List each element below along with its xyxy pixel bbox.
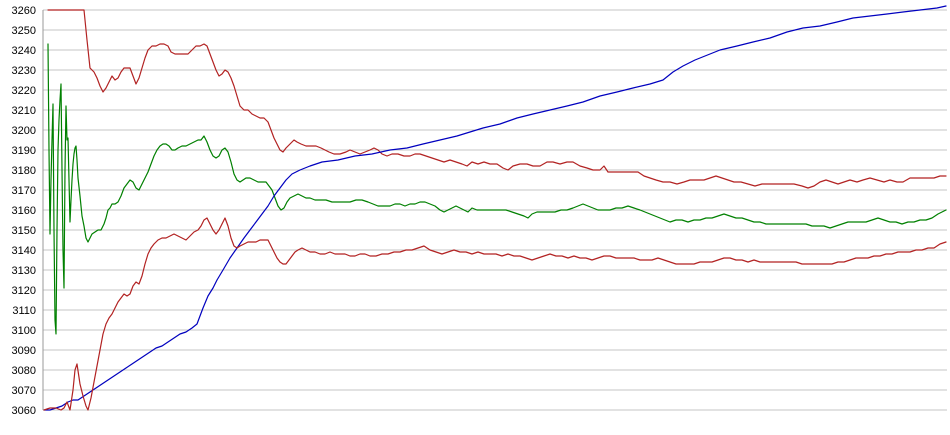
y-axis-label: 3090 bbox=[12, 345, 36, 357]
y-axis-label: 3140 bbox=[12, 245, 36, 257]
y-axis-label: 3080 bbox=[12, 365, 36, 377]
y-axis-label: 3200 bbox=[12, 125, 36, 137]
y-axis-label: 3130 bbox=[12, 265, 36, 277]
y-axis-label: 3260 bbox=[12, 5, 36, 17]
y-axis-label: 3150 bbox=[12, 225, 36, 237]
series-green-mid bbox=[47, 43, 947, 335]
y-axis-label: 3220 bbox=[12, 85, 36, 97]
series-blue-rising bbox=[43, 5, 947, 411]
y-axis-label: 3180 bbox=[12, 165, 36, 177]
series-red-upper bbox=[47, 9, 947, 189]
y-axis-label: 3250 bbox=[12, 25, 36, 37]
y-axis-label: 3120 bbox=[12, 285, 36, 297]
y-axis-label: 3210 bbox=[12, 105, 36, 117]
y-axis-label: 3230 bbox=[12, 65, 36, 77]
y-axis-label: 3190 bbox=[12, 145, 36, 157]
y-axis-label: 3160 bbox=[12, 205, 36, 217]
y-axis-label: 3240 bbox=[12, 45, 36, 57]
y-axis-label: 3110 bbox=[12, 305, 36, 317]
y-axis-label: 3070 bbox=[12, 385, 36, 397]
y-axis-label: 3170 bbox=[12, 185, 36, 197]
y-axis-label: 3060 bbox=[12, 405, 36, 417]
series-red-lower bbox=[43, 217, 947, 411]
y-axis-label: 3100 bbox=[12, 325, 36, 337]
